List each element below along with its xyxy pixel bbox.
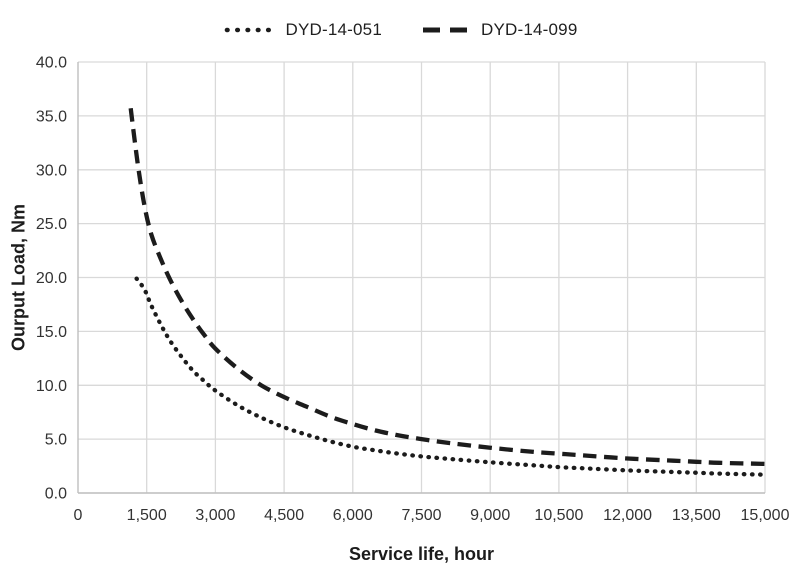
x-tick-label: 9,000 (470, 507, 510, 524)
x-tick-label: 7,500 (401, 507, 441, 524)
x-tick-label: 15,000 (741, 507, 790, 524)
chart-legend: DYD-14-051 DYD-14-099 (0, 20, 800, 40)
y-tick-label: 40.0 (36, 55, 67, 72)
x-tick-label: 4,500 (264, 507, 304, 524)
x-tick-label: 12,000 (603, 507, 652, 524)
series-line-dyd-14-099 (128, 108, 766, 467)
y-tick-label: 30.0 (36, 162, 67, 179)
y-tick-label: 15.0 (36, 324, 67, 341)
x-tick-label: 10,500 (534, 507, 583, 524)
legend-item-dyd-14-051: DYD-14-051 (223, 20, 383, 40)
x-tick-label: 13,500 (672, 507, 721, 524)
y-tick-label: 25.0 (36, 216, 67, 233)
series-line-dyd-14-051 (134, 276, 768, 477)
dotted-line-icon (224, 27, 274, 33)
y-tick-label: 5.0 (45, 432, 67, 449)
x-tick-label: 3,000 (195, 507, 235, 524)
y-tick-label: 0.0 (45, 486, 67, 503)
legend-label-dyd-14-099: DYD-14-099 (481, 20, 578, 39)
x-tick-label: 1,500 (127, 507, 167, 524)
y-tick-label: 20.0 (36, 270, 67, 287)
legend-label-dyd-14-051: DYD-14-051 (285, 20, 382, 39)
x-axis-title: Service life, hour (348, 544, 495, 564)
legend-item-dyd-14-099: DYD-14-099 (422, 20, 578, 40)
y-tick-label: 35.0 (36, 108, 67, 125)
x-tick-label: 6,000 (333, 507, 373, 524)
dashed-line-icon (423, 27, 468, 33)
x-tick-label: 0 (74, 507, 83, 524)
y-tick-label: 10.0 (36, 378, 67, 395)
